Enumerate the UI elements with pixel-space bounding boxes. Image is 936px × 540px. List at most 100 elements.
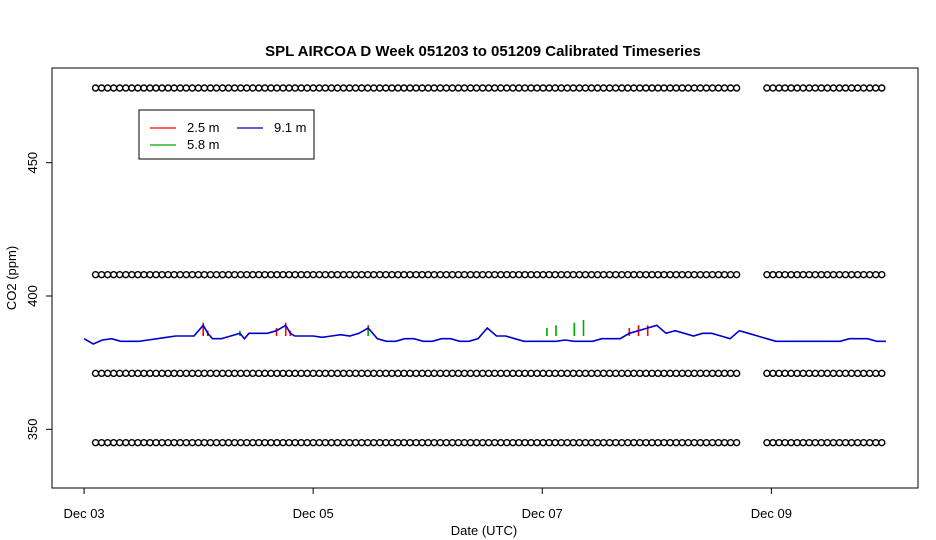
calibration-marker bbox=[321, 270, 330, 279]
calibration-marker bbox=[321, 84, 330, 92]
calibration-marker bbox=[158, 438, 166, 447]
calibration-marker bbox=[720, 84, 729, 92]
calibration-marker bbox=[847, 84, 856, 92]
calibration-marker bbox=[599, 84, 608, 92]
calibration-marker bbox=[152, 84, 160, 92]
calibration-marker bbox=[472, 438, 481, 447]
calibration-marker bbox=[206, 270, 215, 279]
calibration-marker bbox=[799, 270, 807, 279]
calibration-marker bbox=[333, 369, 342, 378]
calibration-marker bbox=[636, 84, 644, 92]
calibration-marker bbox=[775, 84, 783, 92]
calibration-marker bbox=[357, 438, 366, 447]
calibration-marker bbox=[575, 270, 584, 279]
y-tick-label: 350 bbox=[25, 418, 40, 440]
calibration-marker bbox=[787, 438, 795, 447]
calibration-marker bbox=[333, 438, 342, 447]
calibration-marker bbox=[533, 369, 541, 378]
calibration-marker bbox=[853, 369, 862, 378]
calibration-marker bbox=[442, 369, 451, 378]
calibration-marker bbox=[835, 270, 844, 279]
calibration-marker bbox=[188, 270, 197, 279]
calibration-marker bbox=[255, 369, 263, 378]
calibration-marker bbox=[430, 84, 438, 92]
calibration-marker bbox=[448, 270, 457, 279]
calibration-marker bbox=[454, 438, 463, 447]
calibration-marker bbox=[291, 270, 299, 279]
calibration-marker bbox=[611, 270, 620, 279]
calibration-marker bbox=[853, 438, 862, 447]
calibration-marker bbox=[872, 438, 880, 447]
calibration-marker bbox=[678, 84, 686, 92]
calibration-marker bbox=[297, 84, 305, 92]
calibration-marker bbox=[200, 438, 209, 447]
calibration-marker bbox=[97, 84, 106, 92]
y-tick-label: 450 bbox=[25, 152, 40, 174]
calibration-marker bbox=[370, 84, 378, 92]
calibration-marker bbox=[466, 438, 475, 447]
calibration-marker bbox=[829, 84, 838, 92]
calibration-marker bbox=[182, 84, 190, 92]
legend: 2.5 m 5.8 m 9.1 m bbox=[138, 109, 315, 160]
y-axis: 350 400 450 bbox=[25, 152, 53, 440]
x-tick-label: Dec 05 bbox=[293, 506, 334, 521]
calibration-marker bbox=[841, 369, 850, 378]
calibration-marker bbox=[236, 270, 245, 279]
calibration-marker bbox=[273, 270, 281, 279]
calibration-marker bbox=[116, 84, 124, 92]
calibration-marker bbox=[164, 270, 172, 279]
calibration-marker bbox=[726, 270, 735, 279]
calibration-marker bbox=[545, 369, 553, 378]
calibration-marker bbox=[503, 369, 511, 378]
x-tick-label: Dec 03 bbox=[63, 506, 104, 521]
calibration-marker bbox=[763, 438, 771, 447]
calibration-marker bbox=[412, 84, 420, 92]
calibration-marker bbox=[406, 84, 414, 92]
calibration-marker bbox=[140, 84, 148, 92]
calibration-marker bbox=[630, 84, 638, 92]
calibration-marker bbox=[497, 369, 505, 378]
calibration-marker bbox=[557, 270, 565, 279]
calibration-marker bbox=[460, 84, 469, 92]
calibration-marker bbox=[605, 438, 614, 447]
calibration-marker bbox=[339, 369, 348, 378]
calibration-marker bbox=[503, 84, 511, 92]
calibration-marker bbox=[224, 369, 233, 378]
calibration-marker bbox=[521, 84, 529, 92]
calibration-marker bbox=[230, 270, 239, 279]
calibration-marker bbox=[230, 438, 239, 447]
calibration-marker bbox=[799, 438, 807, 447]
calibration-marker bbox=[690, 84, 699, 92]
calibration-marker bbox=[678, 438, 686, 447]
calibration-marker bbox=[769, 369, 777, 378]
calibration-marker bbox=[454, 270, 463, 279]
calibration-marker bbox=[164, 84, 172, 92]
calibration-marker bbox=[587, 438, 596, 447]
calibration-marker bbox=[146, 438, 154, 447]
calibration-marker bbox=[466, 270, 475, 279]
calibration-marker bbox=[732, 438, 741, 447]
calibration-marker bbox=[279, 84, 287, 92]
calibration-marker bbox=[436, 270, 444, 279]
calibration-marker bbox=[140, 369, 148, 378]
calibration-marker bbox=[267, 369, 275, 378]
calibration-marker bbox=[799, 369, 807, 378]
calibration-marker bbox=[569, 438, 578, 447]
calibration-marker bbox=[285, 270, 293, 279]
calibration-marker bbox=[152, 438, 160, 447]
calibration-marker bbox=[91, 438, 100, 447]
calibration-marker bbox=[690, 438, 699, 447]
calibration-marker bbox=[684, 438, 692, 447]
calibration-marker bbox=[720, 369, 729, 378]
calibration-marker bbox=[636, 369, 644, 378]
calibration-marker bbox=[472, 369, 481, 378]
calibration-marker bbox=[243, 84, 251, 92]
calibration-marker bbox=[91, 270, 100, 279]
calibration-marker bbox=[859, 270, 868, 279]
calibration-marker bbox=[243, 438, 251, 447]
calibration-marker bbox=[720, 270, 729, 279]
calibration-marker bbox=[436, 369, 444, 378]
calibration-marker bbox=[551, 84, 559, 92]
calibration-marker bbox=[769, 270, 777, 279]
